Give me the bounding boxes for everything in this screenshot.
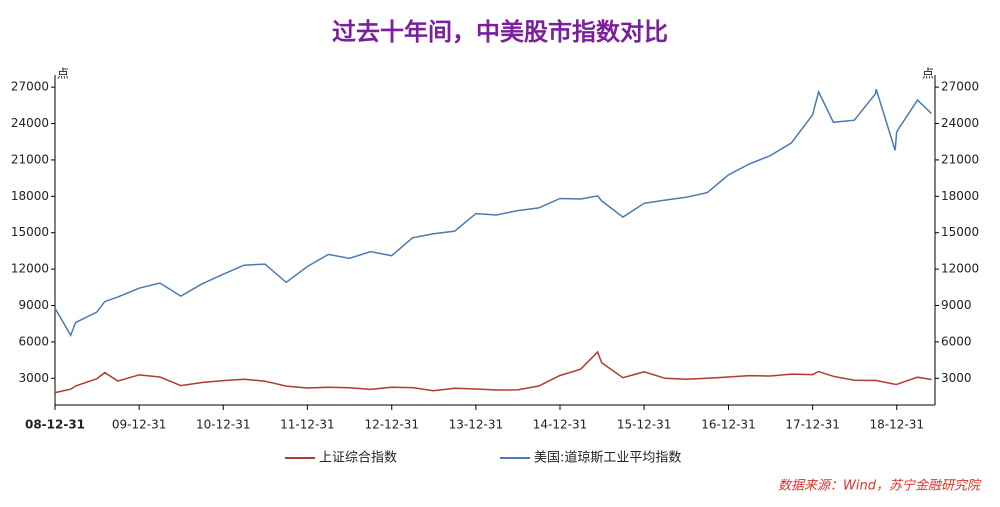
y-tick-label: 12000 (11, 262, 49, 276)
x-tick-label: 15-12-31 (617, 418, 671, 432)
x-tick-label: 13-12-31 (449, 418, 503, 432)
y2-tick-label: 12000 (941, 262, 979, 276)
y-tick-label: 27000 (11, 80, 49, 94)
chart-title: 过去十年间，中美股市指数对比 (332, 18, 668, 46)
x-tick-label: 09-12-31 (112, 418, 166, 432)
y-tick-label: 18000 (11, 189, 49, 203)
y2-tick-label: 6000 (941, 334, 972, 348)
x-tick-label: 18-12-31 (870, 418, 924, 432)
x-tick-label: 10-12-31 (196, 418, 250, 432)
y2-tick-label: 18000 (941, 189, 979, 203)
x-tick-label: 17-12-31 (785, 418, 839, 432)
series-line (54, 350, 932, 394)
x-tick-label: 08-12-31 (25, 418, 85, 432)
x-tick-label: 14-12-31 (533, 418, 587, 432)
y2-tick-label: 21000 (941, 152, 979, 166)
y2-axis-unit: 点 (922, 67, 934, 81)
y-tick-label: 24000 (11, 116, 49, 130)
y2-tick-label: 15000 (941, 225, 979, 239)
x-tick-label: 16-12-31 (701, 418, 755, 432)
y2-tick-label: 24000 (941, 116, 979, 130)
series-line (54, 88, 933, 338)
legend-label: 美国:道琼斯工业平均指数 (534, 451, 681, 466)
y-tick-label: 3000 (18, 371, 49, 385)
x-tick-label: 12-12-31 (365, 418, 419, 432)
y-axis-unit: 点 (57, 67, 69, 81)
y-tick-label: 6000 (18, 334, 49, 348)
source-note: 数据来源：Wind，苏宁金融研究院 (778, 478, 982, 494)
legend-label: 上证综合指数 (319, 451, 397, 466)
y-tick-label: 21000 (11, 152, 49, 166)
y-tick-label: 15000 (11, 225, 49, 239)
x-tick-label: 11-12-31 (280, 418, 334, 432)
y2-tick-label: 3000 (941, 371, 972, 385)
y2-tick-label: 27000 (941, 80, 979, 94)
y-tick-label: 9000 (18, 298, 49, 312)
y2-tick-label: 9000 (941, 298, 972, 312)
